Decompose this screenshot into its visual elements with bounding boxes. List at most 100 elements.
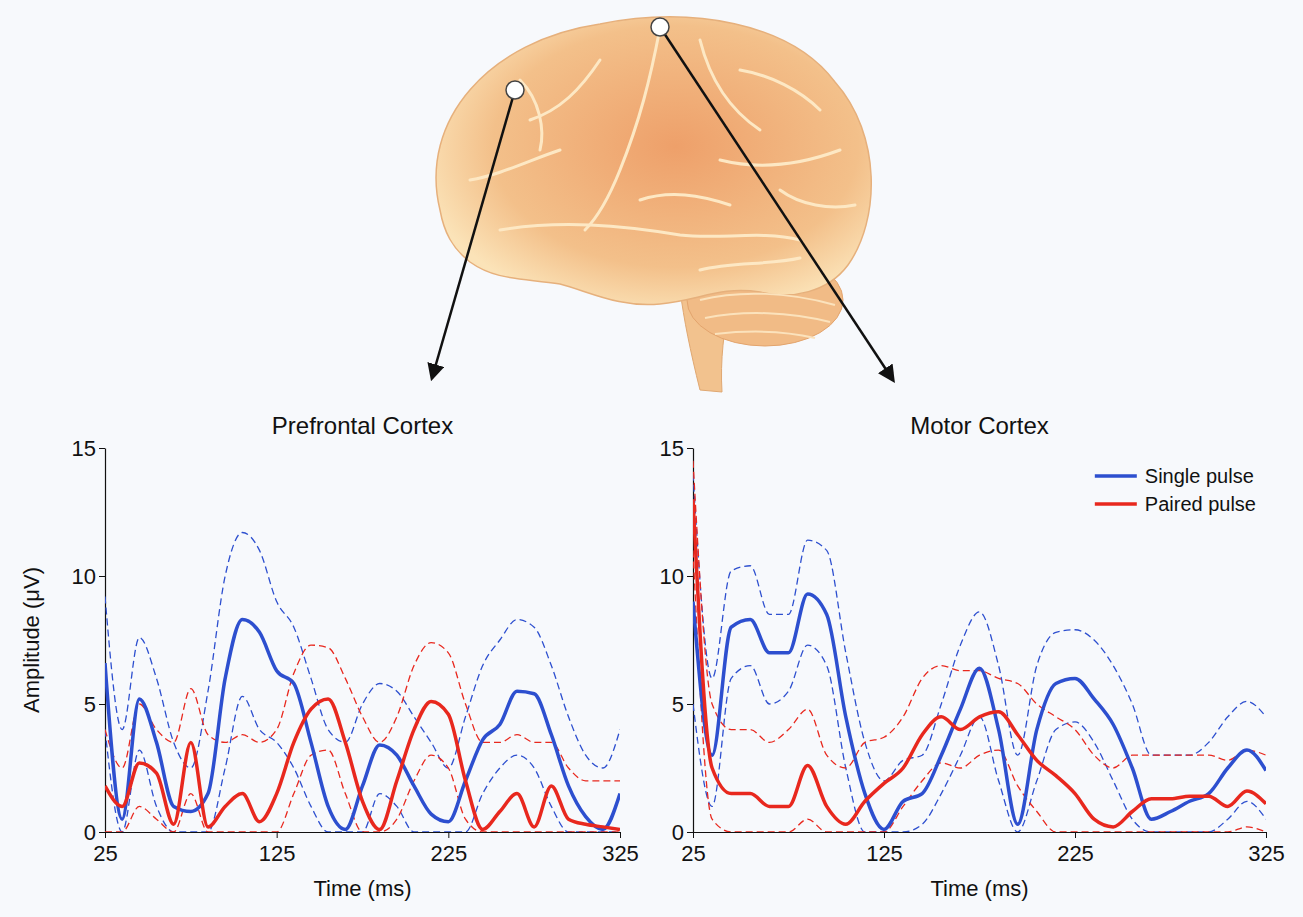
page: 25 125 225 325 0 5 10 15 Prefrontal Cortex Time (…	[0, 0, 1303, 917]
confidence-bound	[693, 461, 1266, 768]
x-tick: 25	[681, 832, 705, 866]
cerebellum-fold	[700, 294, 835, 305]
pointer-arrow	[660, 27, 893, 380]
x-tick-mark	[448, 832, 449, 838]
y-tick: 10	[72, 564, 105, 589]
legend-swatch	[1095, 502, 1137, 506]
x-tick-label: 125	[866, 841, 903, 866]
sulcus	[720, 150, 840, 165]
x-axis: 25 125 225 325	[93, 832, 639, 866]
sulcus	[740, 70, 820, 110]
x-axis-line	[106, 832, 621, 833]
y-axis-line	[105, 449, 106, 833]
x-tick: 325	[602, 832, 639, 866]
x-tick-label: 225	[1057, 841, 1094, 866]
panel-title: Prefrontal Cortex	[272, 412, 453, 439]
confidence-bound	[105, 532, 620, 768]
y-tick-mark	[99, 832, 105, 833]
sulcus	[500, 225, 800, 240]
confidence-bound	[693, 550, 1266, 832]
y-tick-label: 5	[84, 692, 96, 717]
sulcus	[700, 40, 760, 130]
chart-panel: 25 125 225 325 0 5 10 15 Motor Cortex Time (ms) Si…	[660, 412, 1285, 901]
y-tick-label: 15	[72, 436, 96, 461]
series-line	[105, 699, 620, 830]
x-axis-line	[694, 832, 1267, 833]
series-line	[693, 499, 1266, 827]
x-tick: 225	[430, 832, 467, 866]
x-tick-label: 225	[430, 841, 467, 866]
confidence-bound	[693, 474, 1266, 781]
y-tick-label: 0	[672, 820, 684, 845]
brain-illustration	[436, 17, 871, 392]
x-tick: 225	[1057, 832, 1094, 866]
series-line	[105, 620, 620, 830]
y-axis: 0 5 10 15	[660, 436, 694, 845]
sulcus	[585, 28, 660, 230]
x-tick-mark	[693, 832, 694, 838]
y-tick-label: 10	[660, 564, 684, 589]
y-tick-mark	[687, 448, 693, 449]
y-tick: 15	[72, 436, 105, 461]
y-tick-label: 5	[672, 692, 684, 717]
y-tick-mark	[99, 448, 105, 449]
legend: Single pulse Paired pulse	[1095, 465, 1256, 515]
x-tick-mark	[620, 832, 621, 838]
y-tick-mark	[687, 576, 693, 577]
y-tick: 10	[660, 564, 693, 589]
y-tick-mark	[687, 704, 693, 705]
cerebellum-fold	[715, 332, 815, 338]
series-line	[693, 594, 1266, 830]
x-tick-label: 325	[1248, 841, 1285, 866]
figure: 25 125 225 325 0 5 10 15 Prefrontal Cortex Time (…	[0, 0, 1303, 917]
y-tick: 0	[84, 820, 105, 845]
sulcus	[780, 190, 855, 207]
plot-area	[693, 461, 1266, 832]
y-tick-mark	[99, 576, 105, 577]
x-tick: 325	[1248, 832, 1285, 866]
x-tick-mark	[1075, 832, 1076, 838]
x-tick-label: 25	[681, 841, 705, 866]
stimulation-site	[506, 81, 524, 99]
legend-swatch	[1095, 474, 1137, 478]
panel-title: Motor Cortex	[910, 412, 1049, 439]
y-tick-mark	[687, 832, 693, 833]
x-tick-mark	[884, 832, 885, 838]
y-axis: 0 5 10 15	[72, 436, 106, 845]
y-tick-label: 15	[660, 436, 684, 461]
x-tick: 25	[93, 832, 117, 866]
y-tick: 15	[660, 436, 693, 461]
y-axis-title: Amplitude (μV)	[19, 567, 44, 713]
legend-label: Single pulse	[1145, 465, 1254, 487]
sulcus	[470, 150, 560, 180]
y-tick: 5	[84, 692, 105, 717]
pointer-arrow	[432, 90, 515, 378]
stimulation-site	[651, 18, 669, 36]
x-tick-mark	[105, 832, 106, 838]
cerebellum-fold	[705, 313, 830, 322]
y-tick-label: 0	[84, 820, 96, 845]
x-axis-title: Time (ms)	[313, 876, 411, 901]
x-tick-mark	[1266, 832, 1267, 838]
legend-label: Paired pulse	[1145, 493, 1256, 515]
y-tick: 0	[672, 820, 693, 845]
legend-item: Single pulse	[1095, 465, 1254, 487]
plot-area	[105, 532, 620, 832]
y-tick-label: 10	[72, 564, 96, 589]
x-tick-mark	[277, 832, 278, 838]
y-tick: 5	[672, 692, 693, 717]
x-tick-label: 125	[259, 841, 296, 866]
legend-item: Paired pulse	[1095, 493, 1256, 515]
x-tick: 125	[866, 832, 903, 866]
x-tick: 125	[259, 832, 296, 866]
x-axis: 25 125 225 325	[681, 832, 1285, 866]
x-tick-label: 325	[602, 841, 639, 866]
sulcus	[700, 258, 800, 270]
x-tick-label: 25	[93, 841, 117, 866]
chart-panel: 25 125 225 325 0 5 10 15 Prefrontal Cortex Time (…	[19, 412, 639, 901]
cerebrum	[436, 17, 871, 305]
sulcus	[640, 195, 730, 205]
x-axis-title: Time (ms)	[930, 876, 1028, 901]
y-tick-mark	[99, 704, 105, 705]
sulcus	[530, 60, 600, 120]
